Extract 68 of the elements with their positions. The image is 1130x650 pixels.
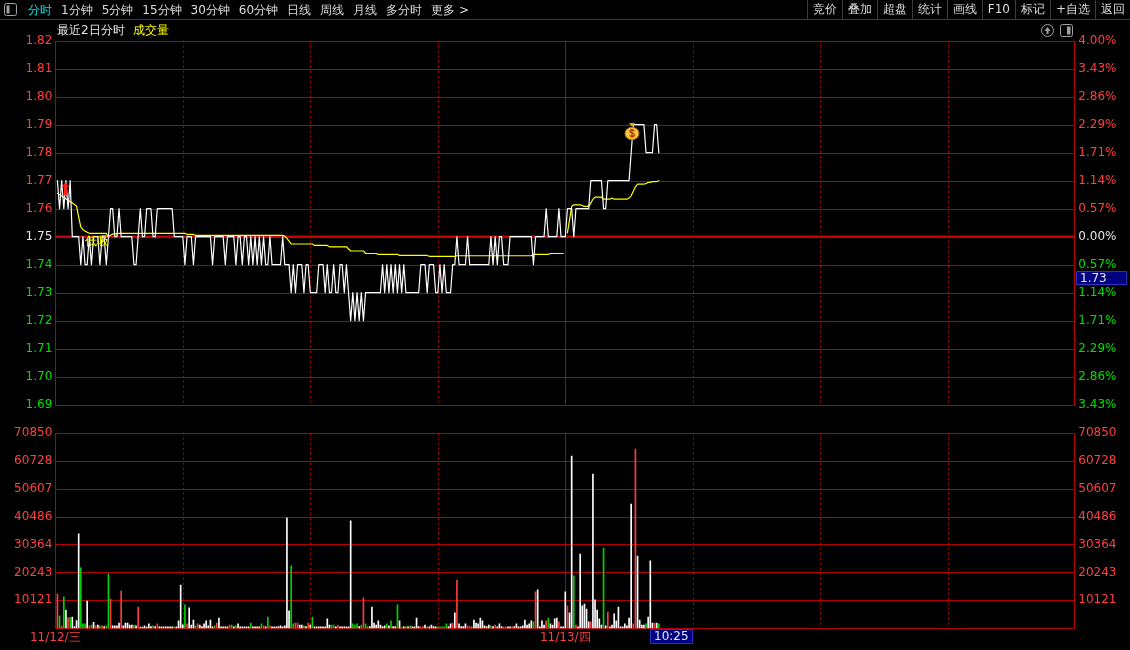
y-tick-label: 1.70	[25, 368, 53, 383]
text: 超盘	[876, 0, 912, 19]
text: 10:25	[654, 629, 689, 644]
y-tick-label: 1.76	[25, 200, 53, 215]
y2-tick-label: 2.86%	[1078, 88, 1117, 103]
y-tick-label: 1.71	[25, 340, 53, 355]
text: 竞价	[806, 0, 842, 19]
y-tick-label: 10121	[14, 592, 53, 607]
text: 分时	[28, 1, 52, 18]
y2-tick-label: 40486	[1078, 508, 1117, 523]
text: 月线	[353, 1, 378, 18]
y-tick-label: 1.79	[25, 116, 53, 131]
y2-tick-label: 20243	[1078, 564, 1117, 579]
y2-tick-label: 10121	[1078, 592, 1117, 607]
text: 15分钟	[142, 1, 182, 18]
text: F10	[981, 0, 1015, 19]
y2-tick-label: 3.43%	[1078, 396, 1117, 411]
y2-tick-label: 2.86%	[1078, 368, 1117, 383]
y2-tick-label: 1.14%	[1078, 172, 1117, 187]
y-tick-label: 1.69	[25, 396, 53, 411]
text: 多分时	[386, 1, 423, 18]
y2-tick-label: 0.00%	[1078, 228, 1117, 243]
x-tick-label: 11/13/四	[539, 629, 591, 644]
y-tick-label: 30364	[14, 536, 53, 551]
y2-tick-label: 50607	[1078, 480, 1117, 495]
y-tick-label: 20243	[14, 564, 53, 579]
text: 60分钟	[238, 1, 279, 18]
y2-tick-label: 70850	[1078, 424, 1117, 439]
text: 30分钟	[190, 1, 230, 18]
text: 画线	[946, 0, 982, 19]
y2-tick-label: 2.29%	[1078, 116, 1117, 131]
y-tick-label: 40486	[14, 508, 53, 523]
y2-tick-label: 30364	[1078, 536, 1117, 551]
y-tick-label: 1.72	[25, 312, 53, 327]
text: 统计	[911, 0, 947, 19]
y-tick-label: 1.77	[25, 172, 53, 187]
y2-tick-label: 3.43%	[1078, 60, 1117, 75]
y2-tick-label: 60728	[1078, 452, 1117, 467]
text: 更多 >	[431, 1, 469, 18]
y-tick-label: 60728	[14, 452, 53, 467]
chart-title: 最近2日分时	[57, 23, 125, 37]
y2-tick-label: 0.57%	[1078, 200, 1117, 215]
text: 返回	[1095, 0, 1130, 19]
text: 标记	[1014, 0, 1050, 19]
y2-tick-label: 1.14%	[1078, 284, 1117, 299]
y2-tick-label: 1.71%	[1078, 312, 1117, 327]
x-tick-label: 11/12/三	[29, 629, 81, 644]
text: 1分钟	[61, 1, 93, 18]
y-tick-label: 1.78	[25, 144, 53, 159]
y-tick-label: 1.73	[25, 284, 53, 299]
text: 周线	[320, 1, 345, 18]
y2-tick-label: 4.00%	[1078, 32, 1117, 47]
y2-tick-label: 1.71%	[1078, 145, 1117, 160]
y-tick-label: 50607	[14, 480, 53, 495]
text: 1.73	[1080, 270, 1107, 285]
y-tick-label: 1.74	[25, 256, 53, 271]
y-tick-label: 1.81	[25, 60, 53, 75]
text: 叠加	[841, 0, 877, 19]
text: 日线	[287, 1, 312, 18]
y-tick-label: 1.75	[25, 228, 53, 243]
y2-tick-label: 2.29%	[1078, 340, 1117, 355]
y2-tick-label: 0.57%	[1078, 256, 1117, 271]
y-tick-label: 1.82	[25, 32, 53, 47]
text: +自选	[1049, 0, 1095, 19]
y-tick-label: 1.80	[25, 88, 53, 103]
text: 5分钟	[101, 1, 134, 18]
y-tick-label: 70850	[14, 424, 53, 439]
chart-subtitle: 成交量	[132, 23, 169, 37]
